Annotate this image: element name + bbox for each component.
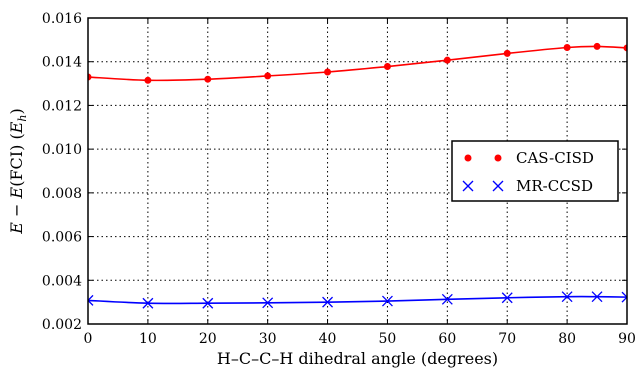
data-point-mr-ccsd xyxy=(501,292,513,304)
y-tick-label: 0.010 xyxy=(42,142,82,158)
legend-label-mr-ccsd: MR-CCSD xyxy=(516,177,593,195)
data-point-cas-cisd xyxy=(264,72,272,80)
data-point-mr-ccsd-stroke-b xyxy=(88,294,94,302)
y-tick-label: 0.006 xyxy=(42,230,82,246)
data-point-mr-ccsd-stroke-b xyxy=(501,292,513,304)
data-point-cas-cisd xyxy=(383,63,391,71)
data-point-mr-ccsd xyxy=(322,296,334,308)
data-point-mr-ccsd xyxy=(381,295,393,307)
legend-marker-mr-ccsd-stroke-b xyxy=(462,180,474,192)
data-point-mr-ccsd-stroke-b xyxy=(262,297,274,309)
y-axis-label: E − E(FCI) (Eh) xyxy=(7,108,29,234)
data-point-mr-ccsd-stroke-b xyxy=(381,295,393,307)
x-tick-label: 40 xyxy=(319,331,337,347)
y-axis-label-eh: E xyxy=(7,121,26,134)
x-tick-label: 50 xyxy=(379,331,397,347)
x-tick-label: 60 xyxy=(438,331,456,347)
x-tick-label: 70 xyxy=(498,331,516,347)
x-tick-label: 80 xyxy=(558,331,576,347)
series-line-cas-cisd xyxy=(88,45,627,82)
x-tick-label: 10 xyxy=(139,331,157,347)
series-cas-cisd xyxy=(88,42,627,84)
data-point-cas-cisd xyxy=(204,75,212,83)
legend-marker-cas-cisd xyxy=(464,154,472,162)
data-point-cas-cisd xyxy=(503,49,511,57)
data-point-mr-ccsd xyxy=(591,291,603,303)
y-axis-label-minus: − xyxy=(7,198,26,222)
data-point-mr-ccsd xyxy=(202,297,214,309)
data-point-cas-cisd xyxy=(443,56,451,64)
data-point-mr-ccsd xyxy=(142,297,154,309)
y-tick-label: 0.012 xyxy=(42,98,82,114)
y-tick-label: 0.008 xyxy=(42,186,82,202)
data-point-cas-cisd xyxy=(563,44,571,52)
legend-label-cas-cisd: CAS-CISD xyxy=(516,149,594,167)
data-point-mr-ccsd-stroke-b xyxy=(561,291,573,303)
y-tick-label: 0.014 xyxy=(42,55,82,71)
data-point-mr-ccsd xyxy=(88,294,94,306)
data-point-mr-ccsd-stroke-a xyxy=(88,299,94,306)
legend-entry-mr-ccsd: MR-CCSD xyxy=(462,177,593,195)
series-mr-ccsd xyxy=(88,291,627,309)
y-tick-label: 0.016 xyxy=(42,11,82,27)
data-point-cas-cisd xyxy=(144,76,152,84)
tick-layer: 0 10 20 30 40 50 60 70 80 90 0.002 0.004 0.006 0.008 0… xyxy=(42,11,636,347)
data-point-mr-ccsd-stroke-b xyxy=(142,297,154,309)
data-point-mr-ccsd-stroke-b xyxy=(441,293,453,305)
data-point-mr-ccsd-stroke-b xyxy=(621,296,627,303)
series-layer xyxy=(88,42,627,309)
x-axis-label: H–C–C–H dihedral angle (degrees) xyxy=(217,349,498,368)
series-line-mr-ccsd xyxy=(88,295,627,305)
legend-entry-cas-cisd: CAS-CISD xyxy=(464,149,594,167)
y-axis-label-eh-sub: h xyxy=(16,115,29,122)
plot-frame xyxy=(87,17,628,325)
data-point-mr-ccsd-stroke-b xyxy=(202,297,214,309)
data-point-mr-ccsd xyxy=(262,297,274,309)
legend-entries: CAS-CISD MR-CCSD xyxy=(462,149,594,195)
data-point-cas-cisd xyxy=(593,42,601,50)
legend-marker-mr-ccsd xyxy=(492,180,504,192)
x-tick-label: 90 xyxy=(618,331,636,347)
y-tick-label: 0.002 xyxy=(42,317,82,333)
data-point-mr-ccsd-stroke-b xyxy=(322,296,334,308)
x-tick-label: 20 xyxy=(199,331,217,347)
data-point-mr-ccsd xyxy=(621,291,627,303)
legend-box xyxy=(451,140,619,202)
y-axis-label-fci: (FCI) ( xyxy=(7,133,26,186)
data-point-mr-ccsd-stroke-a xyxy=(621,291,627,299)
y-tick-label: 0.004 xyxy=(42,273,82,289)
legend-marker-cas-cisd xyxy=(494,154,502,162)
legend-marker-mr-ccsd xyxy=(462,180,474,192)
y-axis-label-e1: E xyxy=(7,222,26,235)
data-point-mr-ccsd xyxy=(561,291,573,303)
x-tick-label: 30 xyxy=(259,331,277,347)
y-axis-label-e2: E xyxy=(7,186,26,199)
legend-marker-mr-ccsd-stroke-b xyxy=(492,180,504,192)
data-point-mr-ccsd xyxy=(441,293,453,305)
x-tick-label: 0 xyxy=(84,331,93,347)
legend: CAS-CISD MR-CCSD xyxy=(451,140,619,202)
data-point-cas-cisd xyxy=(324,68,332,76)
data-point-mr-ccsd-stroke-b xyxy=(591,291,603,303)
y-axis-label-close: ) xyxy=(7,108,26,114)
